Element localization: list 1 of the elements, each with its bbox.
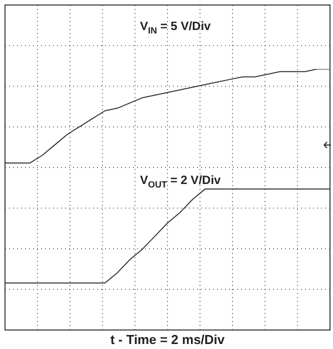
x-axis-title: t - Time = 2 ms/Div [110,332,226,347]
